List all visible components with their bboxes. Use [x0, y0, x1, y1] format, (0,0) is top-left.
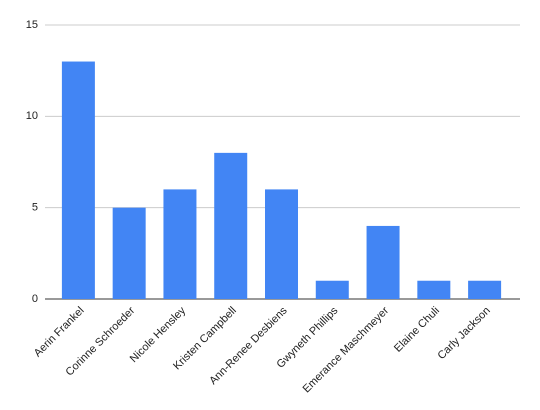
bar — [163, 189, 197, 299]
x-tick-label: Carly Jackson — [435, 305, 492, 362]
y-tick-label: 15 — [26, 19, 38, 31]
bar — [417, 280, 451, 299]
bar — [265, 189, 298, 299]
bar — [112, 207, 146, 299]
y-tick-label: 0 — [32, 293, 38, 305]
y-tick-label: 10 — [26, 110, 38, 122]
y-tick-label: 5 — [32, 202, 38, 214]
bar — [214, 152, 248, 299]
x-tick-label: Emerance Maschmeyer — [301, 304, 392, 395]
x-tick-label: Aerin Frankel — [32, 305, 87, 360]
bar — [315, 280, 349, 299]
bar — [61, 61, 95, 300]
bar — [468, 280, 502, 299]
bar — [366, 225, 400, 299]
x-tick-label: Elaine Chuli — [392, 305, 442, 355]
